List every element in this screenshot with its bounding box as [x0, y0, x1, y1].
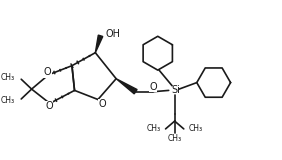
Text: OH: OH [105, 29, 120, 40]
Text: O: O [45, 101, 53, 111]
Text: CH₃: CH₃ [189, 124, 203, 133]
Polygon shape [116, 79, 137, 94]
Text: CH₃: CH₃ [1, 73, 15, 82]
Text: O: O [44, 67, 52, 77]
Text: CH₃: CH₃ [168, 134, 182, 143]
Text: O: O [98, 99, 106, 109]
Polygon shape [95, 35, 103, 53]
Text: CH₃: CH₃ [1, 96, 15, 105]
Text: CH₃: CH₃ [146, 124, 160, 133]
Text: Si: Si [171, 85, 180, 95]
Text: O: O [149, 81, 157, 92]
